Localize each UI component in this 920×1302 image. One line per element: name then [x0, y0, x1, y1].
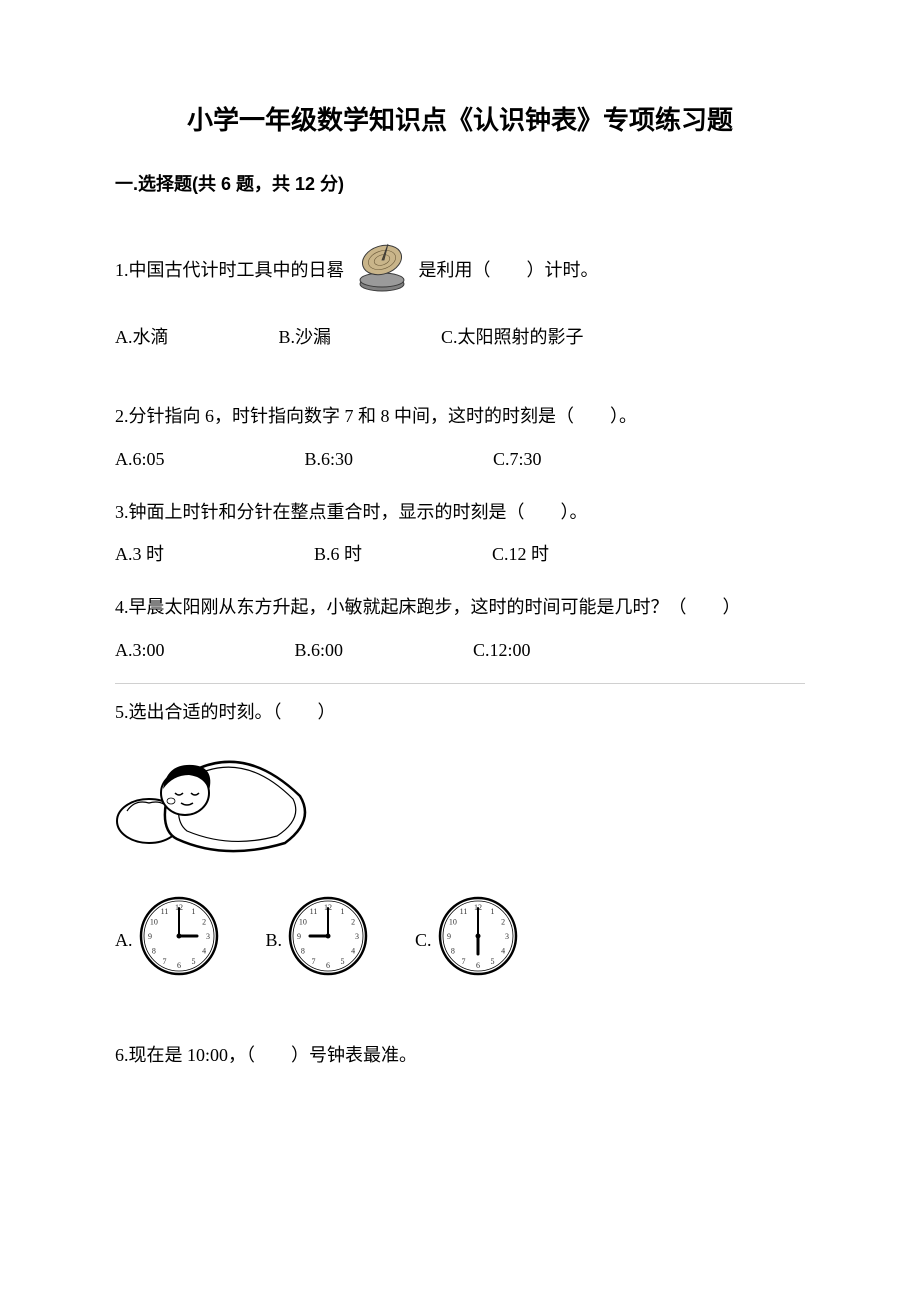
page-title: 小学一年级数学知识点《认识钟表》专项练习题: [115, 100, 805, 142]
svg-text:5: 5: [490, 957, 494, 966]
svg-text:4: 4: [501, 947, 505, 956]
svg-text:10: 10: [149, 918, 157, 927]
q5-text: 5.选出合适的时刻。（ ）: [115, 698, 805, 727]
q1-option-a[interactable]: A.水滴: [115, 323, 169, 352]
svg-text:10: 10: [448, 918, 456, 927]
q2-option-b[interactable]: B.6:30: [305, 445, 354, 474]
q4-option-b[interactable]: B.6:00: [295, 636, 344, 665]
svg-text:7: 7: [312, 957, 316, 966]
q5-option-b[interactable]: B. 123456789101112: [266, 894, 371, 987]
clock-b-icon: 123456789101112: [286, 894, 370, 987]
svg-text:8: 8: [301, 947, 305, 956]
question-5: 5.选出合适的时刻。（ ） A. 123456789101112 B. 1234…: [115, 698, 805, 987]
q5-label-a: A.: [115, 926, 133, 955]
svg-text:3: 3: [505, 932, 509, 941]
q3-option-a[interactable]: A.3 时: [115, 540, 164, 569]
svg-text:1: 1: [341, 907, 345, 916]
svg-text:3: 3: [355, 932, 359, 941]
q1-option-b[interactable]: B.沙漏: [279, 323, 332, 352]
svg-text:1: 1: [191, 907, 195, 916]
q3-option-c[interactable]: C.12 时: [492, 540, 549, 569]
q5-label-c: C.: [415, 926, 432, 955]
q6-text: 6.现在是 10:00，（ ）号钟表最准。: [115, 1041, 805, 1070]
section-header: 一.选择题(共 6 题，共 12 分): [115, 170, 805, 199]
q5-label-b: B.: [266, 926, 283, 955]
q3-text: 3.钟面上时针和分针在整点重合时，显示的时刻是（ ）。: [115, 498, 805, 527]
question-1: 1.中国古代计时工具中的日晷 是利用（ ）计时。 A.水滴 B.沙漏 C.太阳照…: [115, 238, 805, 352]
svg-text:2: 2: [351, 918, 355, 927]
q2-text: 2.分针指向 6，时针指向数字 7 和 8 中间，这时的时刻是（ ）。: [115, 402, 805, 431]
q2-option-c[interactable]: C.7:30: [493, 445, 542, 474]
question-3: 3.钟面上时针和分针在整点重合时，显示的时刻是（ ）。 A.3 时 B.6 时 …: [115, 498, 805, 570]
svg-text:11: 11: [459, 907, 467, 916]
svg-text:5: 5: [341, 957, 345, 966]
question-6: 6.现在是 10:00，（ ）号钟表最准。: [115, 1041, 805, 1070]
q5-option-c[interactable]: C. 123456789101112: [415, 894, 520, 987]
question-2: 2.分针指向 6，时针指向数字 7 和 8 中间，这时的时刻是（ ）。 A.6:…: [115, 402, 805, 474]
q1-text-post: 是利用（ ）计时。: [419, 256, 599, 285]
svg-text:2: 2: [202, 918, 206, 927]
q2-option-a[interactable]: A.6:05: [115, 445, 165, 474]
svg-text:11: 11: [160, 907, 168, 916]
q3-option-b[interactable]: B.6 时: [314, 540, 362, 569]
page-divider: [115, 683, 805, 684]
svg-text:3: 3: [206, 932, 210, 941]
svg-text:11: 11: [310, 907, 318, 916]
q4-text: 4.早晨太阳刚从东方升起，小敏就起床跑步，这时的时间可能是几时？（ ）: [115, 593, 805, 622]
svg-text:8: 8: [151, 947, 155, 956]
q4-option-a[interactable]: A.3:00: [115, 636, 165, 665]
svg-text:1: 1: [490, 907, 494, 916]
svg-text:6: 6: [476, 961, 480, 970]
question-4: 4.早晨太阳刚从东方升起，小敏就起床跑步，这时的时间可能是几时？（ ） A.3:…: [115, 593, 805, 665]
sundial-icon: [351, 238, 413, 303]
svg-text:8: 8: [450, 947, 454, 956]
svg-text:6: 6: [177, 961, 181, 970]
svg-text:4: 4: [202, 947, 206, 956]
q1-option-c[interactable]: C.太阳照射的影子: [441, 323, 584, 352]
svg-text:2: 2: [501, 918, 505, 927]
svg-text:7: 7: [461, 957, 465, 966]
svg-text:9: 9: [447, 932, 451, 941]
sleeping-child-icon: [115, 741, 805, 865]
svg-text:4: 4: [351, 947, 355, 956]
svg-text:9: 9: [297, 932, 301, 941]
q5-option-a[interactable]: A. 123456789101112: [115, 894, 221, 987]
q1-text-pre: 1.中国古代计时工具中的日晷: [115, 256, 345, 285]
svg-text:5: 5: [191, 957, 195, 966]
svg-text:10: 10: [299, 918, 307, 927]
svg-text:9: 9: [148, 932, 152, 941]
svg-text:7: 7: [162, 957, 166, 966]
svg-text:6: 6: [326, 961, 330, 970]
clock-c-icon: 123456789101112: [436, 894, 520, 987]
clock-a-icon: 123456789101112: [137, 894, 221, 987]
q4-option-c[interactable]: C.12:00: [473, 636, 531, 665]
